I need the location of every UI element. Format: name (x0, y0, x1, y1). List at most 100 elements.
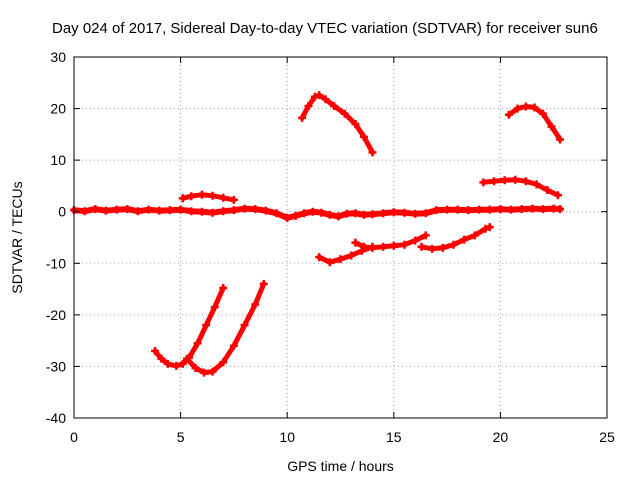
data-point (112, 205, 121, 214)
data-point (330, 101, 339, 110)
data-point (379, 209, 388, 218)
data-point (421, 231, 430, 240)
data-point (101, 206, 110, 215)
series-line (299, 92, 375, 155)
data-point (304, 101, 313, 110)
data-point (165, 206, 174, 215)
y-tick-label: 20 (50, 101, 66, 117)
data-point (197, 207, 206, 216)
data-point (200, 368, 209, 377)
data-point (490, 177, 499, 186)
data-point (315, 91, 324, 100)
y-tick-label: -30 (46, 358, 66, 374)
data-point (300, 209, 309, 218)
data-point (359, 210, 368, 219)
data-point (272, 209, 281, 218)
data-point (133, 207, 142, 216)
data-point (368, 148, 377, 157)
data-point (219, 358, 228, 367)
data-point (187, 192, 196, 201)
data-point (251, 205, 260, 214)
data-point (368, 243, 377, 252)
y-tick-label: -20 (46, 307, 66, 323)
data-point (556, 135, 565, 144)
data-point (428, 244, 437, 253)
x-tick-label: 10 (279, 429, 295, 445)
data-point (178, 359, 187, 368)
data-point (389, 241, 398, 250)
data-point (178, 194, 187, 203)
data-point (229, 341, 238, 350)
data-point (187, 207, 196, 216)
data-point (208, 191, 217, 200)
data-point (325, 258, 334, 267)
data-point (197, 190, 206, 199)
data-point (539, 109, 548, 118)
data-point (298, 113, 307, 122)
data-point (504, 110, 513, 119)
data-point (411, 236, 420, 245)
data-point (421, 209, 430, 218)
data-point (513, 104, 522, 113)
data-point (547, 122, 556, 131)
data-point (432, 206, 441, 215)
y-axis-label: SDTVAR / TECUs (9, 181, 25, 293)
data-point (517, 205, 526, 214)
data-point (351, 238, 360, 247)
data-point (219, 193, 228, 202)
data-point (453, 205, 462, 214)
data-point (317, 208, 326, 217)
y-tick-label: 0 (58, 204, 66, 220)
data-point (193, 339, 202, 348)
x-tick-label: 25 (599, 429, 615, 445)
data-point (368, 210, 377, 219)
data-point (475, 205, 484, 214)
data-point (539, 205, 548, 214)
data-point (229, 195, 238, 204)
data-point (340, 109, 349, 118)
data-point (219, 284, 228, 293)
data-point (351, 120, 360, 129)
data-point (400, 240, 409, 249)
data-point (176, 205, 185, 214)
data-point (208, 367, 217, 376)
chart-title: Day 024 of 2017, Sidereal Day-to-day VTE… (52, 20, 598, 37)
y-tick-label: -40 (46, 410, 66, 426)
data-point (191, 363, 200, 372)
data-point (240, 321, 249, 330)
data-point (500, 176, 509, 185)
x-tick-label: 0 (70, 429, 78, 445)
y-tick-label: 30 (50, 49, 66, 65)
data-point (485, 223, 494, 232)
data-point (400, 208, 409, 217)
data-point (438, 243, 447, 252)
data-point (530, 103, 539, 112)
data-point (315, 253, 324, 262)
data-point (308, 207, 317, 216)
y-tick-label: 10 (50, 152, 66, 168)
data-point (443, 205, 452, 214)
data-point (283, 213, 292, 222)
data-point (485, 205, 494, 214)
data-point (479, 178, 488, 187)
data-point (261, 206, 270, 215)
data-point (310, 92, 319, 101)
data-point (411, 209, 420, 218)
data-point (202, 321, 211, 330)
data-point (347, 251, 356, 260)
data-point (342, 209, 351, 218)
data-point (91, 205, 100, 214)
data-point (229, 206, 238, 215)
data-point (144, 205, 153, 214)
data-point (449, 240, 458, 249)
data-point (460, 235, 469, 244)
data-point (359, 242, 368, 251)
data-point (543, 186, 552, 195)
data-point (291, 211, 300, 220)
data-point (210, 303, 219, 312)
data-point (379, 242, 388, 251)
data-point (359, 132, 368, 141)
data-point (219, 207, 228, 216)
x-tick-label: 20 (493, 429, 509, 445)
